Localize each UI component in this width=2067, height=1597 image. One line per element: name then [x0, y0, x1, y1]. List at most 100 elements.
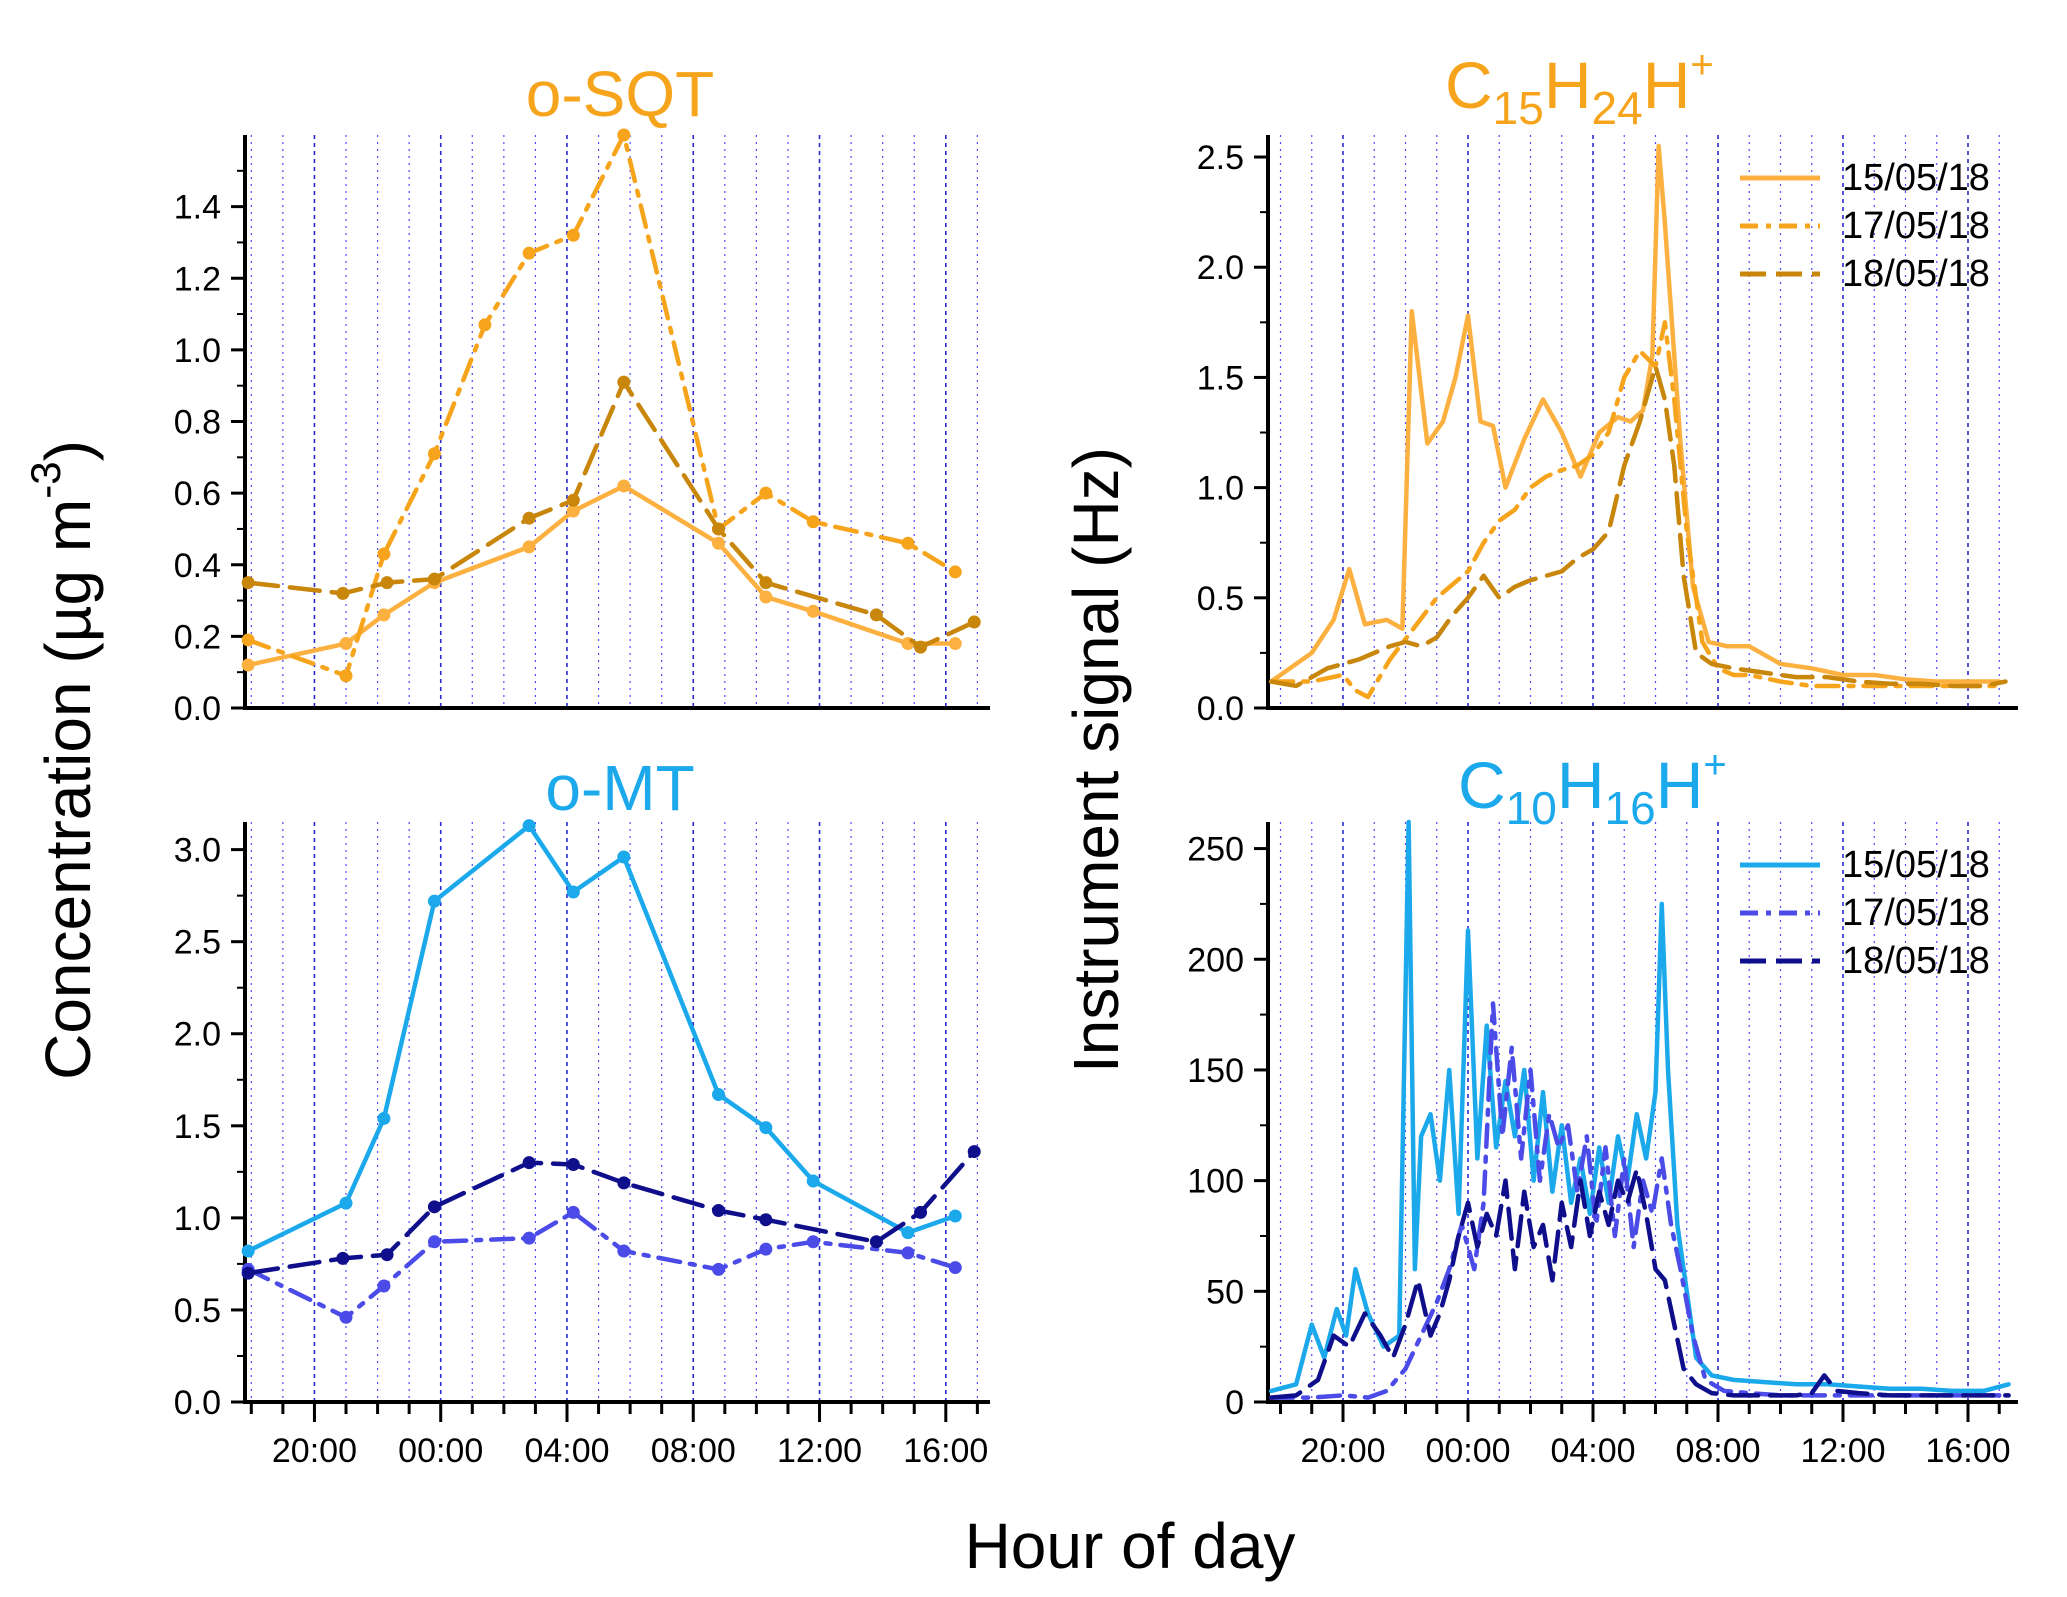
data-point: [522, 1231, 536, 1245]
x-tick-label: 12:00: [777, 1432, 862, 1470]
data-point: [759, 1242, 773, 1256]
data-point: [241, 1266, 255, 1280]
data-point: [759, 1213, 773, 1227]
y-tick-label: 200: [1187, 941, 1244, 979]
data-point: [806, 515, 820, 529]
left-y-axis-label: Concentration (µg m-3): [22, 440, 104, 1080]
data-point: [241, 658, 255, 672]
data-point: [377, 1111, 391, 1125]
y-tick-label: 0.5: [1197, 580, 1244, 618]
y-tick-label: 0.8: [174, 404, 221, 442]
x-tick-label: 04:00: [524, 1432, 609, 1470]
data-point: [241, 1244, 255, 1258]
title-osqt: o-SQT: [526, 58, 714, 130]
data-point: [967, 615, 981, 629]
data-point: [948, 1261, 962, 1275]
data-point: [806, 1235, 820, 1249]
data-point: [914, 1205, 928, 1219]
data-point: [566, 1157, 580, 1171]
data-point: [712, 1088, 726, 1102]
data-point: [522, 819, 536, 833]
data-point: [617, 1244, 631, 1258]
data-point: [336, 586, 350, 600]
data-point: [901, 1246, 915, 1260]
y-tick-label: 1.0: [1197, 470, 1244, 508]
data-point: [948, 565, 962, 579]
data-point: [948, 637, 962, 651]
x-tick-label: 16:00: [903, 1432, 988, 1470]
legend-label: 15/05/18: [1842, 844, 1990, 886]
y-tick-label: 0.0: [174, 690, 221, 728]
y-tick-label: 1.4: [174, 189, 221, 227]
title-c15h24: C15H24H+: [1445, 43, 1714, 134]
y-tick-label: 0.0: [1197, 690, 1244, 728]
data-point: [566, 493, 580, 507]
data-point: [759, 576, 773, 590]
data-point: [901, 536, 915, 550]
y-tick-label: 2.5: [174, 924, 221, 962]
x-tick-label: 08:00: [651, 1432, 736, 1470]
legend-label: 18/05/18: [1842, 940, 1990, 982]
data-point: [566, 228, 580, 242]
data-point: [617, 1176, 631, 1190]
y-tick-label: 1.5: [1197, 359, 1244, 397]
data-point: [380, 1248, 394, 1262]
y-tick-label: 0.2: [174, 618, 221, 656]
x-tick-label: 12:00: [1800, 1432, 1885, 1470]
data-point: [948, 1209, 962, 1223]
y-tick-label: 2.0: [174, 1016, 221, 1054]
data-point: [967, 1145, 981, 1159]
data-point: [759, 1121, 773, 1135]
data-point: [427, 894, 441, 908]
data-point: [712, 1262, 726, 1276]
series-line-15-05-18: [1268, 819, 2011, 1394]
data-point: [478, 318, 492, 332]
y-tick-label: 1.5: [174, 1108, 221, 1146]
y-tick-label: 1.0: [174, 332, 221, 370]
data-point: [522, 246, 536, 260]
y-tick-label: 0: [1225, 1384, 1244, 1422]
series-line-15-05-18: [245, 823, 958, 1254]
y-tick-label: 0.4: [174, 547, 221, 585]
legend-label: 15/05/18: [1842, 157, 1990, 199]
data-point: [617, 128, 631, 142]
data-point: [712, 536, 726, 550]
data-point: [759, 486, 773, 500]
y-tick-label: 0.6: [174, 475, 221, 513]
y-tick-label: 0.5: [174, 1292, 221, 1330]
series-line-15-05-18: [245, 483, 958, 668]
panel-osqt: 0.0 0.2 0.4 0.6 0.8 1.0 1.2 1.4: [174, 128, 990, 728]
series-line-17-05-18: [1268, 320, 2002, 700]
data-point: [522, 540, 536, 554]
data-point: [427, 1235, 441, 1249]
data-point: [901, 1226, 915, 1240]
data-point: [339, 1310, 353, 1324]
y-tick-label: 100: [1187, 1163, 1244, 1201]
data-point: [427, 572, 441, 586]
series-line-17-05-18: [245, 1210, 958, 1320]
x-tick-label: 20:00: [272, 1432, 357, 1470]
data-point: [759, 590, 773, 604]
data-point: [377, 608, 391, 622]
series-line-18-05-18: [1268, 364, 2008, 689]
data-point: [427, 447, 441, 461]
x-tick-label: 16:00: [1925, 1432, 2010, 1470]
y-tick-label: 1.0: [174, 1200, 221, 1238]
data-point: [869, 608, 883, 622]
data-point: [914, 640, 928, 654]
data-point: [617, 479, 631, 493]
data-point: [377, 1279, 391, 1293]
y-tick-label: 50: [1206, 1273, 1244, 1311]
legend-label: 17/05/18: [1842, 892, 1990, 934]
data-point: [339, 637, 353, 651]
data-point: [806, 604, 820, 618]
y-tick-label: 3.0: [174, 832, 221, 870]
x-tick-label: 04:00: [1550, 1432, 1635, 1470]
series-line-18-05-18: [245, 379, 977, 650]
data-point: [339, 1196, 353, 1210]
data-point: [712, 1204, 726, 1218]
panel-omt: 0.0 0.5 1.0 1.5 2.0 2.5 3.0 20:00 00:00 04:00 08:0…: [174, 819, 990, 1470]
series-line-18-05-18: [1268, 1167, 2011, 1400]
data-point: [377, 547, 391, 561]
